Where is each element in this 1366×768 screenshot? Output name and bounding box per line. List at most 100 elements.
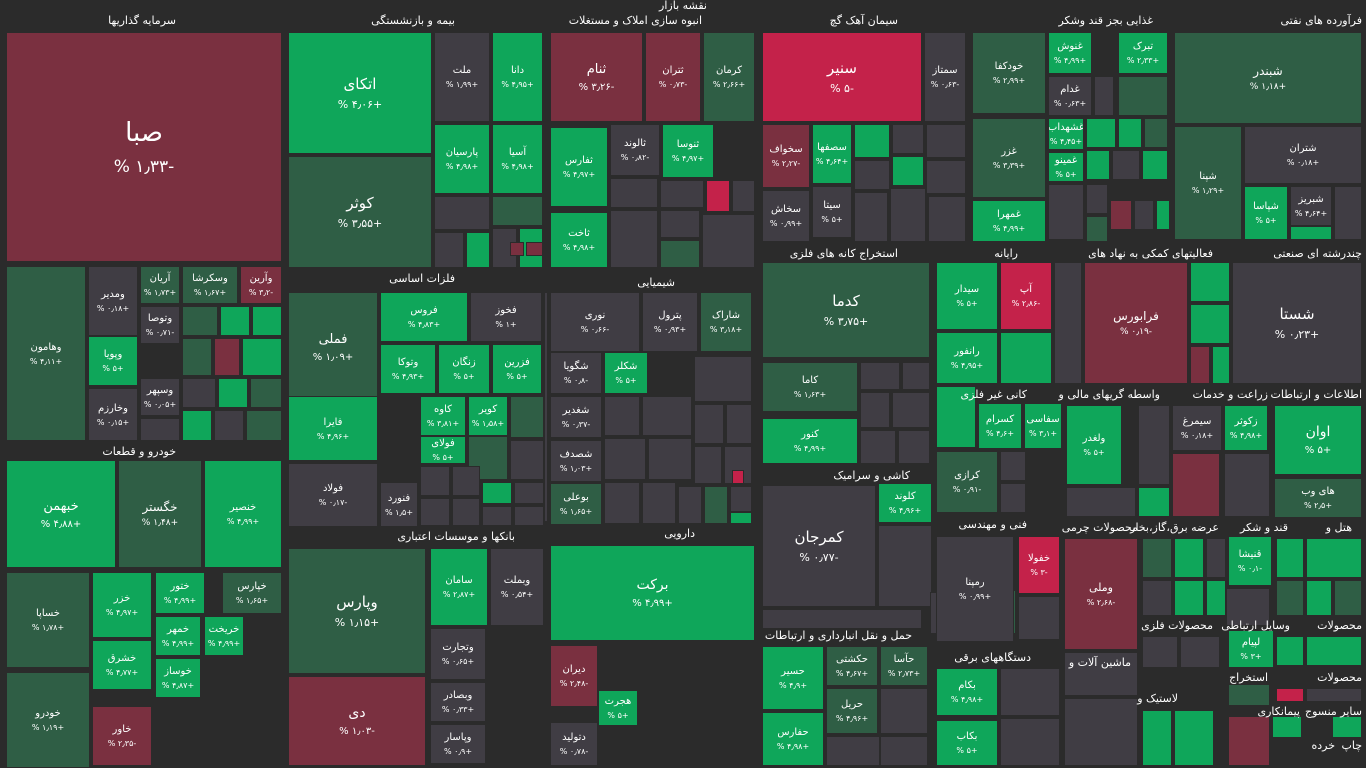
treemap-cell[interactable] <box>242 338 282 376</box>
treemap-cell[interactable] <box>610 178 658 208</box>
symbol-tile[interactable]: غشهداب +۴٫۴۵ % <box>1048 118 1084 150</box>
symbol-tile[interactable]: سیدار +۵ % <box>936 262 998 330</box>
treemap-cell[interactable] <box>1086 184 1108 214</box>
treemap-cell[interactable] <box>1290 226 1332 240</box>
symbol-tile[interactable]: خبهمن +۴٫۸۸ % <box>6 460 116 568</box>
treemap-cell[interactable] <box>826 736 880 766</box>
symbol-tile[interactable]: وتوصا -۰٫۷۱ % <box>140 306 180 344</box>
treemap-cell[interactable] <box>1138 487 1170 517</box>
treemap-cell[interactable] <box>1276 688 1304 702</box>
symbol-tile[interactable]: خوساز +۴٫۸۷ % <box>155 658 201 698</box>
treemap-cell[interactable] <box>642 396 692 436</box>
treemap-cell[interactable] <box>1000 718 1060 766</box>
treemap-cell[interactable] <box>860 362 900 390</box>
symbol-tile[interactable]: دیران -۲٫۴۸ % <box>550 645 598 707</box>
symbol-tile[interactable]: شغدیر -۰٫۳۷ % <box>550 396 602 438</box>
treemap-cell[interactable] <box>854 192 888 242</box>
symbol-tile[interactable]: خودکفا +۲٫۹۹ % <box>972 32 1046 114</box>
symbol-tile[interactable]: کاما +۱٫۶۳ % <box>762 362 858 412</box>
symbol-tile[interactable]: سیتا +۵ % <box>812 186 852 238</box>
treemap-cell[interactable] <box>1138 405 1170 485</box>
symbol-tile[interactable]: خشرق +۴٫۷۷ % <box>92 640 152 690</box>
symbol-tile[interactable]: کرازی -۰٫۹۱ % <box>936 451 998 513</box>
symbol-tile[interactable]: خنصیر +۴٫۹۹ % <box>204 460 282 568</box>
treemap-cell[interactable] <box>218 378 248 408</box>
treemap-cell[interactable] <box>854 124 890 158</box>
treemap-cell[interactable] <box>1228 716 1270 766</box>
symbol-tile[interactable]: سیمرغ +۰٫۱۸ % <box>1172 405 1222 451</box>
symbol-tile[interactable]: دتولید -۰٫۷۸ % <box>550 722 598 766</box>
treemap-cell[interactable] <box>642 482 676 524</box>
symbol-tile[interactable]: وسکرشا +۱٫۶۷ % <box>182 266 238 304</box>
treemap-cell[interactable] <box>730 486 752 512</box>
treemap-cell[interactable] <box>452 466 480 496</box>
symbol-tile[interactable]: ثاخت +۴٫۹۸ % <box>550 212 608 268</box>
symbol-tile[interactable]: کسرام +۴٫۶ % <box>978 403 1022 449</box>
symbol-tile[interactable]: سخاش +۰٫۹۹ % <box>762 190 810 242</box>
symbol-tile[interactable]: های وب +۲٫۵ % <box>1274 478 1362 518</box>
treemap-cell[interactable] <box>1228 684 1270 706</box>
treemap-cell[interactable] <box>694 356 752 402</box>
treemap-cell[interactable] <box>880 736 928 766</box>
symbol-tile[interactable]: خریخت +۴٫۹۹ % <box>204 616 244 656</box>
symbol-tile[interactable]: رانفور +۴٫۹۵ % <box>936 332 998 384</box>
treemap-cell[interactable] <box>1306 580 1332 616</box>
treemap-cell[interactable] <box>604 482 640 524</box>
treemap-cell[interactable] <box>892 156 924 186</box>
treemap-cell[interactable] <box>252 306 282 336</box>
treemap-cell[interactable] <box>1110 200 1132 230</box>
symbol-tile[interactable]: خودرو +۱٫۱۹ % <box>6 672 90 768</box>
symbol-tile[interactable]: سصفها +۴٫۶۴ % <box>812 124 852 184</box>
treemap-cell[interactable] <box>1118 76 1168 116</box>
treemap-cell[interactable] <box>1064 698 1138 766</box>
treemap-cell[interactable] <box>1272 716 1302 738</box>
symbol-tile[interactable]: کویر +۱٫۵۸ % <box>468 396 508 436</box>
symbol-tile[interactable]: وپویا +۵ % <box>88 336 138 386</box>
treemap-cell[interactable] <box>860 430 896 464</box>
treemap-cell[interactable] <box>420 466 450 496</box>
treemap-cell[interactable] <box>250 378 282 408</box>
treemap-cell[interactable] <box>1306 636 1362 666</box>
treemap-cell[interactable] <box>1048 184 1084 240</box>
treemap-cell[interactable] <box>140 418 180 441</box>
treemap-cell[interactable] <box>902 362 930 390</box>
treemap-cell[interactable] <box>1144 118 1168 148</box>
treemap-cell[interactable] <box>182 338 212 376</box>
symbol-tile[interactable]: ولغدر +۵ % <box>1066 405 1122 485</box>
symbol-tile[interactable]: فروس +۴٫۸۳ % <box>380 292 468 342</box>
symbol-tile[interactable]: زنگان +۵ % <box>438 344 490 394</box>
treemap-cell[interactable] <box>1064 652 1138 696</box>
treemap-cell[interactable] <box>468 436 508 480</box>
treemap-cell[interactable] <box>726 404 752 444</box>
treemap-cell[interactable] <box>732 180 755 212</box>
symbol-tile[interactable]: کرمان +۲٫۶۶ % <box>703 32 755 122</box>
treemap-cell[interactable] <box>1086 118 1116 148</box>
symbol-tile[interactable]: شپنا +۱٫۲۹ % <box>1174 126 1242 240</box>
symbol-tile[interactable]: وبملت +۰٫۵۴ % <box>490 548 544 626</box>
treemap-cell[interactable] <box>510 242 524 256</box>
treemap-cell[interactable] <box>482 506 512 526</box>
symbol-tile[interactable]: کوثر +۳٫۵۵ % <box>288 156 432 268</box>
treemap-cell[interactable] <box>1206 580 1226 616</box>
symbol-tile[interactable]: خفولا -۳ % <box>1018 536 1060 594</box>
treemap-cell[interactable] <box>482 482 512 504</box>
treemap-cell[interactable] <box>1224 453 1270 517</box>
symbol-tile[interactable]: اوان +۵ % <box>1274 405 1362 475</box>
symbol-tile[interactable]: ثالوند -۰٫۸۲ % <box>610 124 660 176</box>
treemap-cell[interactable] <box>434 232 464 268</box>
treemap-cell[interactable] <box>1276 580 1304 616</box>
symbol-tile[interactable]: کلوند +۴٫۹۶ % <box>878 483 932 523</box>
symbol-tile[interactable]: بوعلی +۱٫۶۵ % <box>550 483 602 525</box>
symbol-tile[interactable]: خزر +۴٫۹۷ % <box>92 572 152 638</box>
symbol-tile[interactable]: غدام +۰٫۶۳ % <box>1048 76 1092 116</box>
treemap-cell[interactable] <box>1226 588 1270 626</box>
treemap-cell[interactable] <box>1086 216 1108 242</box>
treemap-cell[interactable] <box>1118 118 1142 148</box>
treemap-cell[interactable] <box>214 410 244 441</box>
symbol-tile[interactable]: حفارس +۴٫۹۸ % <box>762 712 824 766</box>
symbol-tile[interactable]: وخارزم +۰٫۱۵ % <box>88 388 138 441</box>
treemap-cell[interactable] <box>648 438 692 480</box>
treemap-cell[interactable] <box>434 196 490 230</box>
treemap-cell[interactable] <box>694 446 722 484</box>
treemap-cell[interactable] <box>732 470 744 484</box>
